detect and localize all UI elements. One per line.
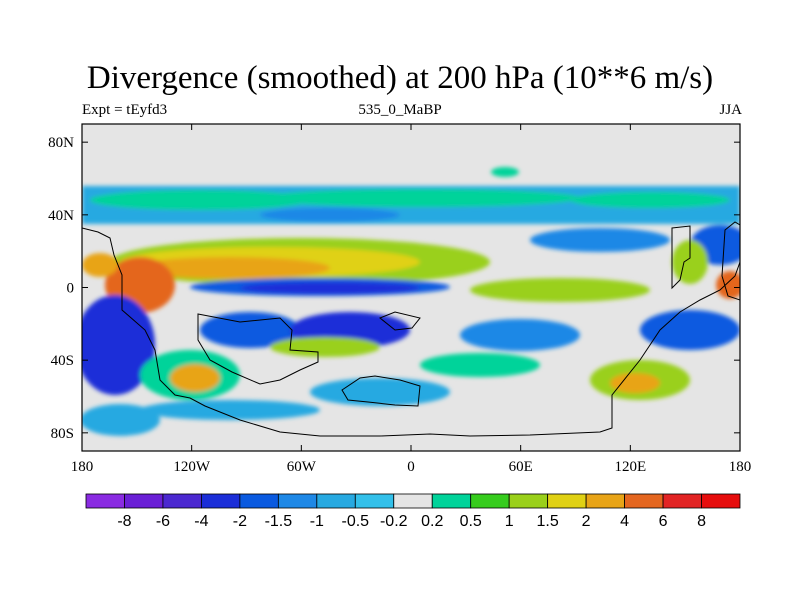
x-tick-label: 180 — [729, 459, 752, 475]
field-blob — [491, 167, 519, 177]
colorbar-label: 8 — [697, 513, 706, 530]
colorbar-label: -0.5 — [342, 513, 370, 530]
field-blob — [260, 189, 580, 207]
x-tick-label: 120W — [173, 459, 211, 475]
field-blob — [310, 378, 450, 406]
colorbar-label: 1 — [505, 513, 514, 530]
colorbar-swatch — [354, 493, 395, 509]
y-axis: 80N 40N 0 40S 80S — [48, 135, 740, 442]
coastlines — [82, 221, 740, 437]
y-tick-label: 0 — [67, 281, 75, 297]
field-blob — [716, 271, 740, 299]
field-blob — [530, 228, 670, 252]
y-tick-label: 40S — [51, 353, 74, 369]
x-tick-label: 60E — [509, 459, 533, 475]
colorbar-swatch — [585, 493, 625, 509]
field-blob — [570, 192, 730, 208]
colorbar-label: -0.2 — [380, 513, 408, 530]
field-blob — [640, 310, 740, 350]
colorbar-label: 4 — [620, 513, 629, 530]
field-blob — [420, 353, 540, 377]
colorbar-swatch — [85, 493, 125, 509]
colorbar-swatch — [470, 493, 510, 509]
coastline — [721, 221, 740, 301]
colorbar-swatch — [393, 493, 433, 509]
field-blob — [470, 278, 650, 302]
field-blob — [240, 282, 420, 294]
colorbar-swatch — [662, 493, 702, 509]
colorbar-label: -4 — [194, 513, 208, 530]
colorbar-swatch — [508, 493, 549, 509]
field-blob — [90, 190, 310, 210]
x-axis: 180 120W 60W 0 60E 120E 180 — [71, 124, 752, 475]
colorbar-swatch — [316, 493, 356, 509]
colorbar-label: 0.5 — [460, 513, 482, 530]
field-blob — [82, 404, 160, 436]
experiment-id-label: 535_0_MaBP — [358, 102, 442, 118]
coastline — [341, 375, 421, 407]
field-blob — [140, 400, 320, 420]
y-tick-label: 80S — [51, 426, 74, 442]
colorbar-label: 2 — [582, 513, 591, 530]
x-tick-label: 180 — [71, 459, 94, 475]
colorbar-swatch — [547, 493, 587, 509]
colorbar-swatch — [701, 493, 741, 509]
field-blob — [130, 257, 330, 279]
coastline — [197, 313, 319, 385]
colorbar-label: -8 — [117, 513, 131, 530]
colorbar-swatch — [124, 493, 164, 509]
field-blob — [82, 295, 155, 395]
colorbar-label: 1.5 — [537, 513, 559, 530]
colorbar: -8 -6 -4 -2 -1.5 -1 -0.5 -0.2 0.2 0.5 1 1.5 2 4 6 8 — [85, 493, 741, 530]
field-blob — [672, 240, 708, 284]
field-blob — [460, 319, 580, 351]
field-blob — [82, 253, 118, 277]
experiment-label: Expt = tEyfd3 — [82, 102, 168, 118]
colorbar-swatch — [162, 493, 202, 509]
coastline — [379, 311, 421, 331]
colorbar-swatch — [201, 493, 241, 509]
colorbar-label: -2 — [233, 513, 247, 530]
colorbar-swatch — [239, 493, 279, 509]
plot-title: Divergence (smoothed) at 200 hPa (10**6 … — [86, 60, 714, 96]
coastline — [671, 225, 691, 290]
divergence-field — [82, 167, 740, 436]
x-tick-label: 120E — [614, 459, 646, 475]
y-tick-label: 40N — [48, 208, 74, 224]
season-label: JJA — [719, 102, 742, 118]
coastline — [82, 227, 740, 437]
field-blob — [200, 312, 300, 348]
colorbar-label: -1 — [310, 513, 324, 530]
x-tick-label: 60W — [287, 459, 317, 475]
field-blob — [260, 208, 400, 222]
colorbar-label: -1.5 — [265, 513, 293, 530]
colorbar-label: 0.2 — [421, 513, 443, 530]
x-tick-label: 0 — [407, 459, 415, 475]
field-blob — [610, 373, 660, 393]
field-blob — [270, 337, 380, 357]
colorbar-swatch — [431, 493, 472, 509]
colorbar-swatch — [277, 493, 318, 509]
y-tick-label: 80N — [48, 135, 74, 151]
field-blob — [170, 364, 220, 392]
colorbar-swatch — [624, 493, 664, 509]
colorbar-label: -6 — [156, 513, 170, 530]
colorbar-label: 6 — [659, 513, 668, 530]
